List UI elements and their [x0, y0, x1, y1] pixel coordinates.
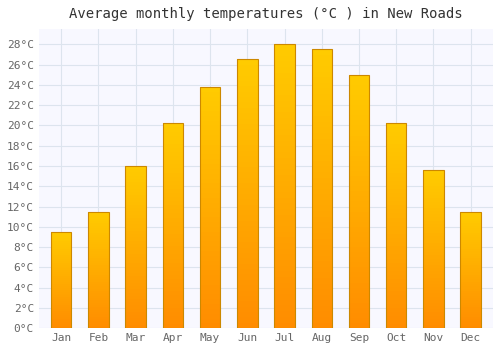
- Bar: [349, 75, 370, 328]
- Bar: [51, 232, 72, 328]
- Bar: [237, 60, 258, 328]
- Bar: [200, 87, 220, 328]
- Bar: [274, 44, 295, 328]
- Bar: [460, 212, 481, 328]
- Bar: [126, 166, 146, 328]
- Bar: [162, 123, 183, 328]
- Bar: [423, 170, 444, 328]
- Bar: [386, 123, 406, 328]
- Bar: [312, 49, 332, 328]
- Title: Average monthly temperatures (°C ) in New Roads: Average monthly temperatures (°C ) in Ne…: [69, 7, 462, 21]
- Bar: [88, 212, 108, 328]
